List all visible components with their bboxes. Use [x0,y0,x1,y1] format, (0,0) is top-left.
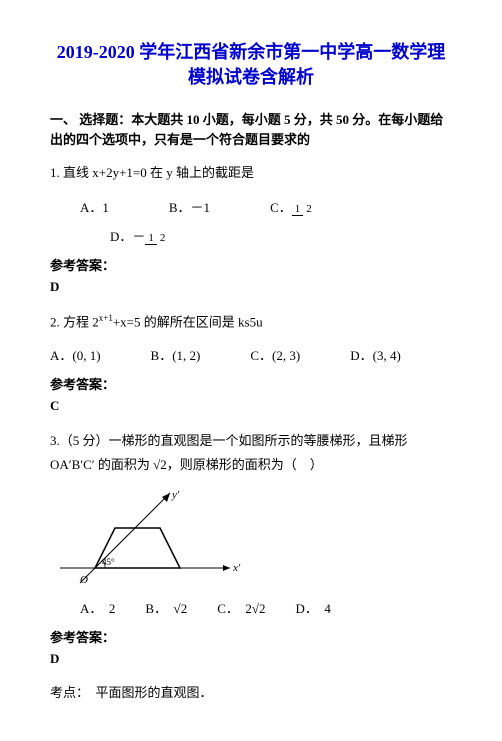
q1-text-post: 在 y 轴上的截距是 [147,165,254,180]
fraction-half: 12 [292,203,315,215]
q1-optC: C．12 [270,197,315,216]
q2-optD: D．(3, 4) [350,345,401,364]
page-title: 2019-2020 学年江西省新余市第一中学高一数学理模拟试卷含解析 [50,40,452,90]
question-2: 2. 方程 2x+1+x=5 的解所在区间是 ks5u [50,310,452,334]
svg-text:O: O [80,574,88,586]
q3-answer: D [50,651,452,667]
q2-answer-label: 参考答案： [50,374,452,393]
q2-optA: A．(0, 1) [50,345,101,364]
q3-answer-label: 参考答案： [50,627,452,646]
q1-options: A．1 B．－1 C．12 [50,197,452,216]
q2-optB: B．(1, 2) [151,345,201,364]
q1-optA: A．1 [80,197,109,216]
q2-options: A．(0, 1) B．(1, 2) C．(2, 3) D．(3, 4) [50,345,452,364]
trapezoid-diagram: O 45° x′ y′ [50,488,250,588]
q3-optC: C． 2√2 [217,598,265,617]
q1-equation: x+2y+1=0 [92,165,147,180]
q3-options: A． 2 B． √2 C． 2√2 D． 4 [50,598,452,617]
section-header: 一、 选择题：本大题共 10 小题，每小题 5 分，共 50 分。在每小题给出的… [50,110,452,149]
fraction-neg-half: 12 [145,232,168,244]
svg-text:y′: y′ [171,489,180,501]
q1-answer-label: 参考答案： [50,255,452,274]
q2-optC: C．(2, 3) [250,345,300,364]
q3-optA: A． 2 [80,598,115,617]
q1-text-pre: 1. 直线 [50,165,92,180]
q1-answer: D [50,279,452,295]
question-1: 1. 直线 x+2y+1=0 在 y 轴上的截距是 [50,161,452,184]
q1-optB: B．－1 [169,197,210,216]
q3-optB: B． √2 [145,598,187,617]
svg-text:x′: x′ [232,562,241,574]
q3-kaodian: 考点： 平面图形的直观图． [50,682,452,701]
q2-answer: C [50,398,452,414]
q3-optD: D． 4 [296,598,331,617]
q1-optD: D．－12 [50,226,452,245]
question-3: 3.（5 分）一梯形的直观图是一个如图所示的等腰梯形，且梯形 OA′B′C′ 的… [50,429,452,476]
